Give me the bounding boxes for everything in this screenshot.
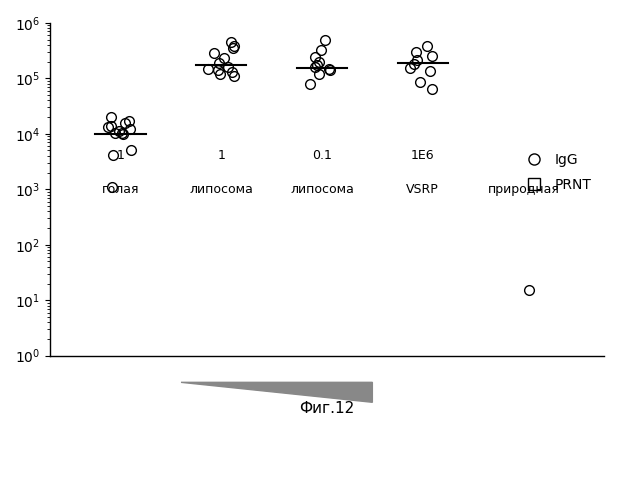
Legend: IgG, PRNT: IgG, PRNT [514, 148, 597, 198]
Text: 1: 1 [116, 150, 124, 162]
Text: 1: 1 [217, 150, 225, 162]
Text: 1E6: 1E6 [411, 150, 435, 162]
Text: 0.1: 0.1 [312, 150, 332, 162]
Text: VSRP: VSRP [406, 182, 439, 196]
Text: голая: голая [102, 182, 139, 196]
Text: липосома: липосома [290, 182, 354, 196]
Polygon shape [181, 382, 373, 402]
Text: Фиг.12: Фиг.12 [300, 400, 355, 415]
Text: природная: природная [488, 182, 560, 196]
Text: липосома: липосома [189, 182, 253, 196]
